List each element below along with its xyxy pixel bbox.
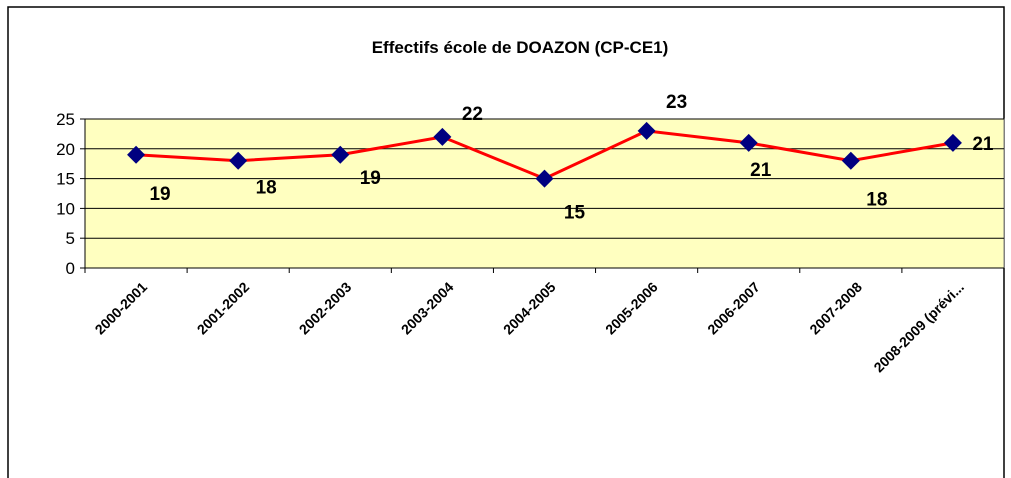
data-label: 23 xyxy=(666,92,687,113)
data-marker xyxy=(127,145,146,164)
data-marker xyxy=(943,133,962,152)
data-label: 22 xyxy=(462,104,483,125)
data-marker xyxy=(637,121,656,140)
data-marker xyxy=(535,169,554,188)
data-marker xyxy=(331,145,350,164)
data-marker xyxy=(739,133,758,152)
data-label: 18 xyxy=(256,178,277,199)
y-tick-label: 20 xyxy=(56,140,75,159)
plot-area xyxy=(84,118,1005,269)
y-tick-label: 25 xyxy=(56,110,75,129)
data-label: 21 xyxy=(750,160,772,181)
data-marker xyxy=(229,151,248,170)
data-marker xyxy=(841,151,860,170)
y-tick-label: 15 xyxy=(56,170,75,189)
data-label: 19 xyxy=(360,168,381,189)
chart-title: Effectifs école de DOAZON (CP-CE1) xyxy=(372,38,669,57)
y-tick-label: 10 xyxy=(56,199,75,218)
data-label: 21 xyxy=(972,134,994,155)
data-marker xyxy=(433,127,452,146)
data-label: 15 xyxy=(564,203,586,224)
y-tick-label: 0 xyxy=(66,259,75,278)
data-label: 19 xyxy=(149,184,170,205)
y-tick-label: 5 xyxy=(66,229,75,248)
data-label: 18 xyxy=(866,190,887,211)
